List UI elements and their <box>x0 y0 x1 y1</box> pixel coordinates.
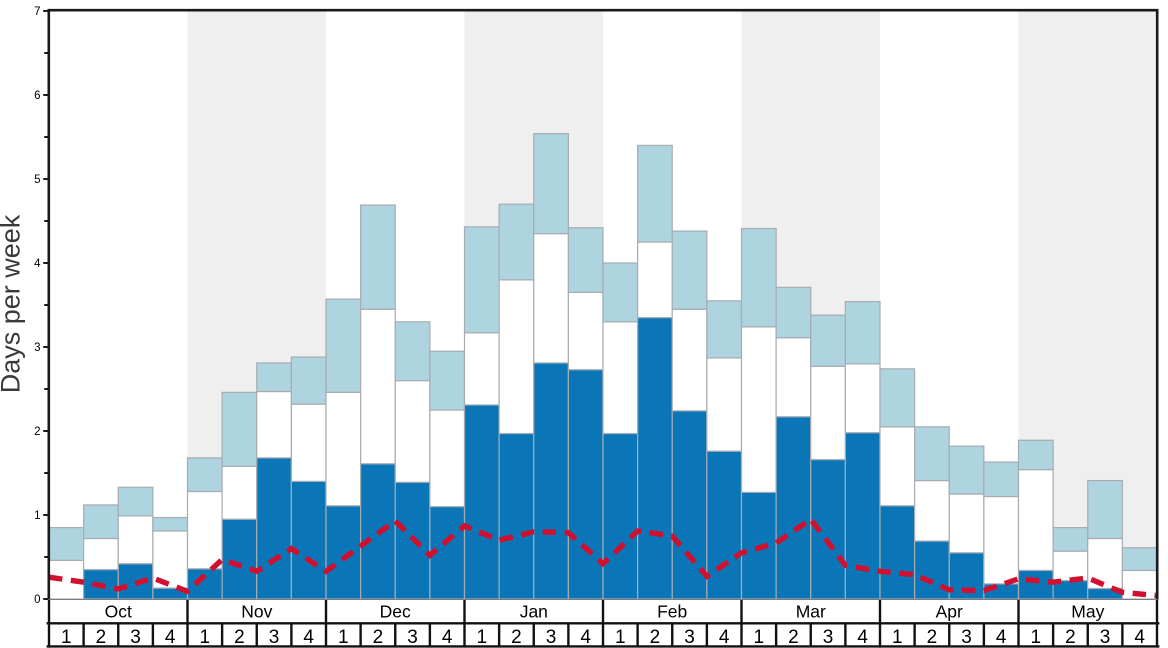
svg-text:4: 4 <box>996 627 1007 648</box>
svg-text:3: 3 <box>130 627 141 648</box>
svg-text:Mar: Mar <box>796 601 826 621</box>
svg-text:4: 4 <box>580 627 591 648</box>
svg-text:1: 1 <box>1031 627 1042 648</box>
svg-text:2: 2 <box>927 627 938 648</box>
svg-text:3: 3 <box>823 627 834 648</box>
svg-text:4: 4 <box>719 627 730 648</box>
svg-text:3: 3 <box>684 627 695 648</box>
svg-text:1: 1 <box>61 627 72 648</box>
svg-text:1: 1 <box>338 627 349 648</box>
svg-text:3: 3 <box>269 627 280 648</box>
svg-text:1: 1 <box>892 627 903 648</box>
svg-text:Dec: Dec <box>380 601 411 621</box>
svg-text:0: 0 <box>34 594 40 606</box>
svg-text:4: 4 <box>34 258 41 270</box>
svg-text:3: 3 <box>34 342 40 354</box>
svg-text:May: May <box>1071 601 1104 621</box>
svg-text:Jan: Jan <box>520 601 548 621</box>
svg-text:3: 3 <box>1100 627 1111 648</box>
svg-text:5: 5 <box>34 174 40 186</box>
svg-text:1: 1 <box>477 627 488 648</box>
svg-text:4: 4 <box>857 627 868 648</box>
svg-text:Apr: Apr <box>936 601 963 621</box>
svg-text:2: 2 <box>373 627 384 648</box>
svg-text:3: 3 <box>961 627 972 648</box>
svg-text:Feb: Feb <box>657 601 687 621</box>
svg-text:4: 4 <box>303 627 314 648</box>
svg-text:Oct: Oct <box>105 601 132 621</box>
svg-text:4: 4 <box>1134 627 1145 648</box>
svg-text:2: 2 <box>234 627 245 648</box>
svg-text:7: 7 <box>34 6 40 18</box>
svg-text:1: 1 <box>615 627 626 648</box>
svg-text:3: 3 <box>407 627 418 648</box>
svg-text:4: 4 <box>165 627 176 648</box>
svg-text:2: 2 <box>34 426 40 438</box>
svg-text:2: 2 <box>511 627 522 648</box>
svg-text:1: 1 <box>754 627 765 648</box>
svg-text:Days per week: Days per week <box>0 214 26 393</box>
svg-text:1: 1 <box>34 510 40 522</box>
svg-text:1: 1 <box>200 627 211 648</box>
svg-text:3: 3 <box>546 627 557 648</box>
svg-text:Nov: Nov <box>241 601 272 621</box>
svg-text:2: 2 <box>96 627 107 648</box>
svg-text:2: 2 <box>650 627 661 648</box>
svg-text:6: 6 <box>34 90 40 102</box>
svg-text:4: 4 <box>442 627 453 648</box>
svg-text:2: 2 <box>1065 627 1076 648</box>
svg-text:2: 2 <box>788 627 799 648</box>
